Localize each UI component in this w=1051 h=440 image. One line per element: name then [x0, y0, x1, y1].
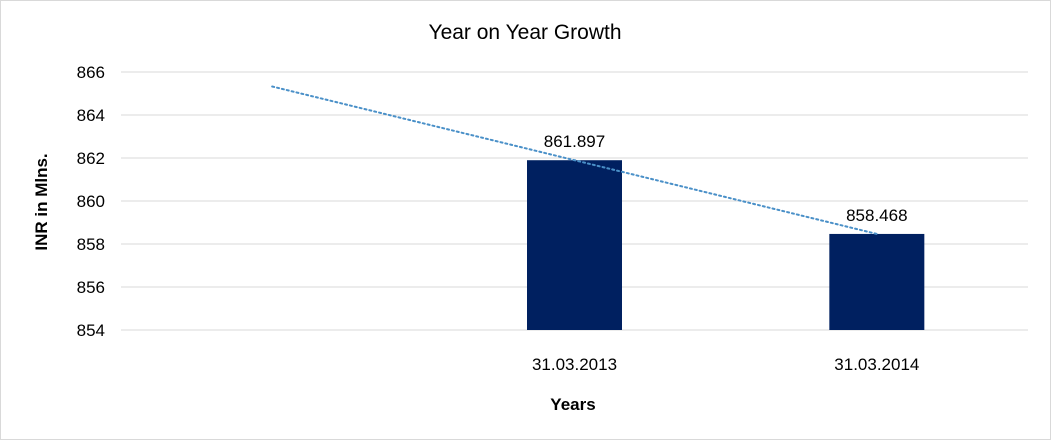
y-tick-label: 860 — [77, 192, 105, 211]
data-label: 861.897 — [544, 132, 605, 151]
trendline — [271, 85, 878, 235]
trendline-line — [271, 85, 878, 235]
y-tick-label: 858 — [77, 235, 105, 254]
bar — [527, 160, 622, 330]
x-axis-title: Years — [550, 395, 595, 414]
y-tick-label: 854 — [77, 321, 105, 340]
bars — [527, 160, 925, 330]
chart-title: Year on Year Growth — [428, 21, 621, 44]
y-axis-title: INR in Mlns. — [32, 153, 51, 250]
x-axis-ticks: 31.03.2013 31.03.2014 — [532, 355, 919, 374]
x-tick-label: 31.03.2013 — [532, 355, 617, 374]
y-axis-ticks: 854 856 858 860 862 864 866 — [77, 63, 105, 340]
x-tick-label: 31.03.2014 — [834, 355, 919, 374]
data-label: 858.468 — [846, 206, 907, 225]
y-tick-label: 856 — [77, 278, 105, 297]
y-tick-label: 866 — [77, 63, 105, 82]
y-tick-label: 864 — [77, 106, 105, 125]
y-tick-label: 862 — [77, 149, 105, 168]
bar — [829, 233, 925, 330]
data-labels: 861.897 858.468 — [544, 132, 908, 225]
